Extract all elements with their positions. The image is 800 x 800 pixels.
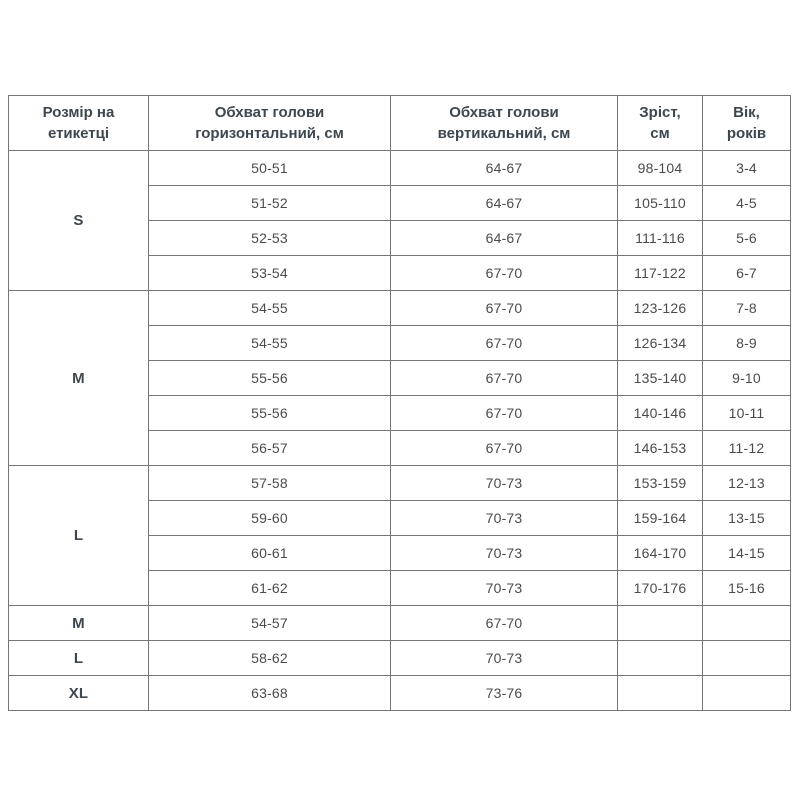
data-cell: 59-60 — [148, 500, 391, 536]
header-head-girth-vertical: Обхват голови вертикальний, см — [390, 95, 618, 151]
data-cell: 15-16 — [702, 570, 791, 606]
data-cell — [617, 605, 703, 641]
data-cell: 111-116 — [617, 220, 703, 256]
data-cell: 52-53 — [148, 220, 391, 256]
table-row: M 54-55 67-70 123-126 7-8 — [8, 290, 791, 466]
size-label-cell: L — [8, 465, 149, 606]
data-cell: 70-73 — [390, 640, 618, 676]
table-header: Розмір на етикетці Обхват голови горизон… — [8, 95, 791, 151]
data-cell: 67-70 — [390, 325, 618, 361]
data-cell — [617, 640, 703, 676]
data-cell: 67-70 — [390, 360, 618, 396]
table-row: L 58-62 70-73 — [8, 640, 791, 676]
data-cell — [702, 675, 791, 711]
data-cell: 5-6 — [702, 220, 791, 256]
header-height-cm: Зріст, см — [617, 95, 703, 151]
header-age-years: Вік, років — [702, 95, 791, 151]
size-label-cell: XL — [8, 675, 149, 711]
data-cell: 51-52 — [148, 185, 391, 221]
data-cell: 54-55 — [148, 325, 391, 361]
data-cell: 67-70 — [390, 605, 618, 641]
data-cell: 64-67 — [390, 150, 618, 186]
data-cell: 3-4 — [702, 150, 791, 186]
data-cell: 64-67 — [390, 185, 618, 221]
data-cell: 67-70 — [390, 290, 618, 326]
data-cell: 126-134 — [617, 325, 703, 361]
data-cell: 54-55 — [148, 290, 391, 326]
data-cell: 135-140 — [617, 360, 703, 396]
data-cell: 153-159 — [617, 465, 703, 501]
data-cell: 117-122 — [617, 255, 703, 291]
size-label-cell: L — [8, 640, 149, 676]
data-cell — [702, 605, 791, 641]
data-cell: 64-67 — [390, 220, 618, 256]
data-cell: 7-8 — [702, 290, 791, 326]
table-row: M 54-57 67-70 — [8, 605, 791, 641]
table-row: 55-56 67-70 135-140 9-10 — [9, 360, 791, 396]
table-row: 55-56 67-70 140-146 10-11 — [9, 395, 791, 431]
data-cell: 61-62 — [148, 570, 391, 606]
data-cell: 6-7 — [702, 255, 791, 291]
data-cell: 63-68 — [148, 675, 391, 711]
header-row: Розмір на етикетці Обхват голови горизон… — [8, 95, 791, 151]
header-size-on-label: Розмір на етикетці — [8, 95, 149, 151]
data-cell: 10-11 — [702, 395, 791, 431]
table-row: 54-55 67-70 126-134 8-9 — [9, 325, 791, 361]
data-cell: 70-73 — [390, 465, 618, 501]
data-cell: 159-164 — [617, 500, 703, 536]
data-cell: 55-56 — [148, 395, 391, 431]
data-cell: 170-176 — [617, 570, 703, 606]
data-cell: 70-73 — [390, 570, 618, 606]
data-cell: 4-5 — [702, 185, 791, 221]
data-cell: 70-73 — [390, 500, 618, 536]
header-head-girth-horizontal: Обхват голови горизонтальний, см — [148, 95, 391, 151]
data-cell: 9-10 — [702, 360, 791, 396]
data-cell: 12-13 — [702, 465, 791, 501]
data-cell: 53-54 — [148, 255, 391, 291]
data-cell: 13-15 — [702, 500, 791, 536]
size-label-cell: M — [8, 290, 149, 466]
size-label-cell: M — [8, 605, 149, 641]
data-cell — [617, 675, 703, 711]
table-row: XL 63-68 73-76 — [8, 675, 791, 711]
data-cell: 55-56 — [148, 360, 391, 396]
table-row: S 50-51 64-67 98-104 3-4 — [8, 150, 791, 291]
table-row: 51-52 64-67 105-110 4-5 — [9, 185, 791, 221]
data-cell: 67-70 — [390, 395, 618, 431]
data-cell: 146-153 — [617, 430, 703, 466]
data-cell: 14-15 — [702, 535, 791, 571]
data-cell: 11-12 — [702, 430, 791, 466]
data-cell: 56-57 — [148, 430, 391, 466]
table-row: L 57-58 70-73 153-159 12-13 — [8, 465, 791, 606]
size-label-cell: S — [8, 150, 149, 291]
data-cell: 70-73 — [390, 535, 618, 571]
data-cell: 105-110 — [617, 185, 703, 221]
table-row: 56-57 67-70 146-153 11-12 — [9, 430, 791, 466]
data-cell: 50-51 — [148, 150, 391, 186]
table-row: 53-54 67-70 117-122 6-7 — [9, 255, 791, 291]
data-cell: 140-146 — [617, 395, 703, 431]
data-cell: 98-104 — [617, 150, 703, 186]
data-cell: 164-170 — [617, 535, 703, 571]
data-cell: 67-70 — [390, 255, 618, 291]
data-cell: 73-76 — [390, 675, 618, 711]
data-cell: 123-126 — [617, 290, 703, 326]
table-row: 59-60 70-73 159-164 13-15 — [9, 500, 791, 536]
data-cell — [702, 640, 791, 676]
table-body: S 50-51 64-67 98-104 3-4 51-52 64-67 105-110 4-5… — [8, 150, 791, 711]
data-cell: 8-9 — [702, 325, 791, 361]
data-cell: 54-57 — [148, 605, 391, 641]
size-chart-table: Розмір на етикетці Обхват голови горизон… — [8, 95, 791, 711]
table-row: 52-53 64-67 111-116 5-6 — [9, 220, 791, 256]
data-cell: 57-58 — [148, 465, 391, 501]
data-cell: 58-62 — [148, 640, 391, 676]
data-cell: 67-70 — [390, 430, 618, 466]
data-cell: 60-61 — [148, 535, 391, 571]
